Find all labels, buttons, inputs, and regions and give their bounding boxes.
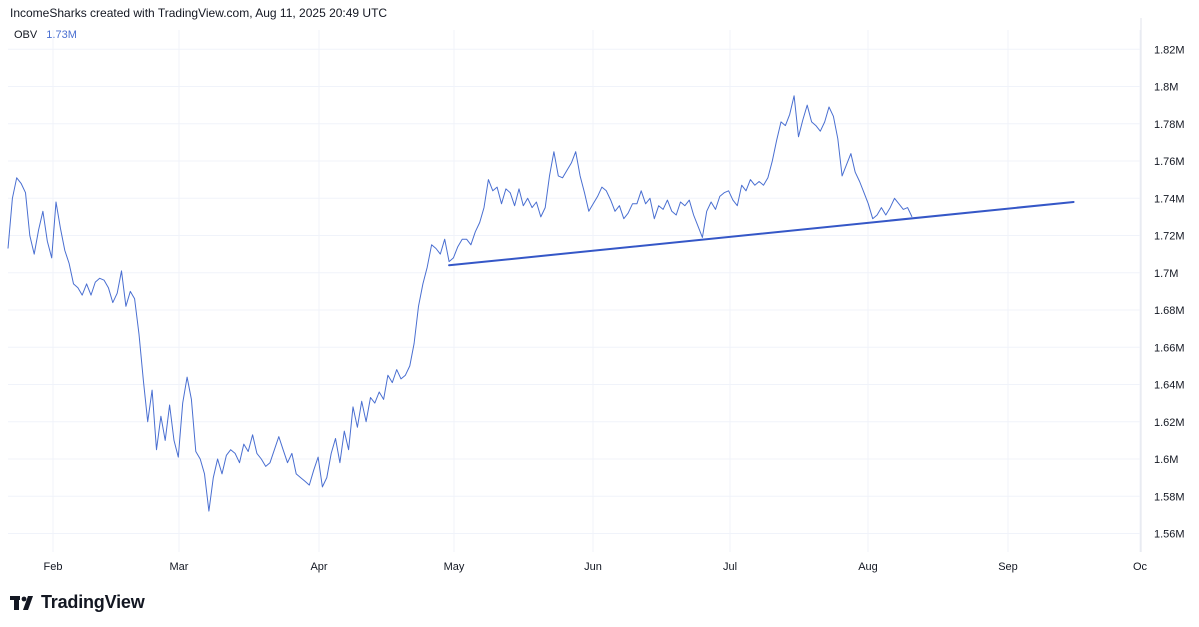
- x-tick-label: Oc: [1133, 561, 1148, 573]
- y-tick-label: 1.56M: [1154, 529, 1185, 541]
- legend-name: OBV: [14, 29, 38, 41]
- indicator-legend: OBV 1.73M: [14, 29, 77, 41]
- y-tick-label: 1.68M: [1154, 305, 1185, 317]
- y-tick-label: 1.66M: [1154, 342, 1185, 354]
- x-tick-label: May: [444, 561, 465, 573]
- y-tick-label: 1.58M: [1154, 491, 1185, 503]
- x-tick-label: Sep: [998, 561, 1018, 573]
- y-tick-label: 1.72M: [1154, 231, 1185, 243]
- y-tick-label: 1.76M: [1154, 156, 1185, 168]
- tradingview-logo[interactable]: TradingView: [10, 592, 145, 613]
- tradingview-mark-icon: [10, 595, 33, 610]
- y-tick-label: 1.6M: [1154, 454, 1178, 466]
- y-tick-label: 1.62M: [1154, 417, 1185, 429]
- legend-value: 1.73M: [46, 29, 77, 41]
- y-tick-label: 1.8M: [1154, 82, 1178, 94]
- x-tick-label: Aug: [858, 561, 878, 573]
- support-trendline: [448, 200, 1075, 267]
- tradingview-wordmark: TradingView: [41, 592, 145, 612]
- y-tick-label: 1.74M: [1154, 193, 1185, 205]
- x-tick-label: Apr: [310, 561, 327, 573]
- obv-series-line: [7, 95, 913, 512]
- y-tick-label: 1.7M: [1154, 268, 1178, 280]
- y-tick-label: 1.78M: [1154, 119, 1185, 131]
- x-tick-label: Jul: [723, 561, 737, 573]
- x-tick-label: Jun: [584, 561, 602, 573]
- y-tick-label: 1.82M: [1154, 44, 1185, 56]
- x-tick-label: Mar: [170, 561, 189, 573]
- x-tick-label: Feb: [44, 561, 63, 573]
- chart-header: IncomeSharks created with TradingView.co…: [10, 6, 388, 20]
- y-tick-label: 1.64M: [1154, 380, 1185, 392]
